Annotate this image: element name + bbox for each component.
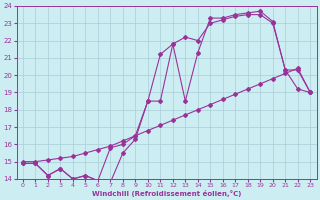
X-axis label: Windchill (Refroidissement éolien,°C): Windchill (Refroidissement éolien,°C) — [92, 190, 241, 197]
